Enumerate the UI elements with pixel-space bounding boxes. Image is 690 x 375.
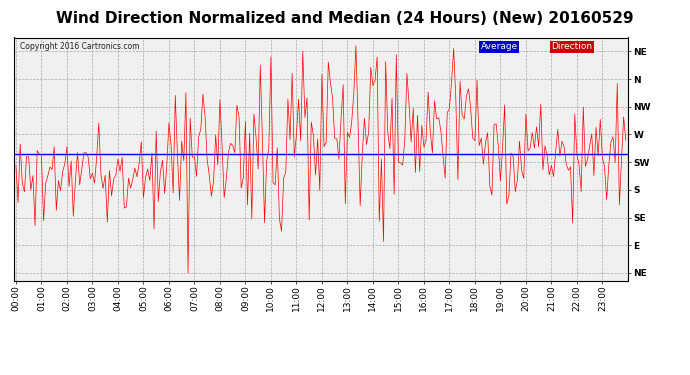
Text: Wind Direction Normalized and Median (24 Hours) (New) 20160529: Wind Direction Normalized and Median (24… (56, 11, 634, 26)
Text: Copyright 2016 Cartronics.com: Copyright 2016 Cartronics.com (20, 42, 139, 51)
Text: Average: Average (480, 42, 518, 51)
Text: Direction: Direction (551, 42, 592, 51)
